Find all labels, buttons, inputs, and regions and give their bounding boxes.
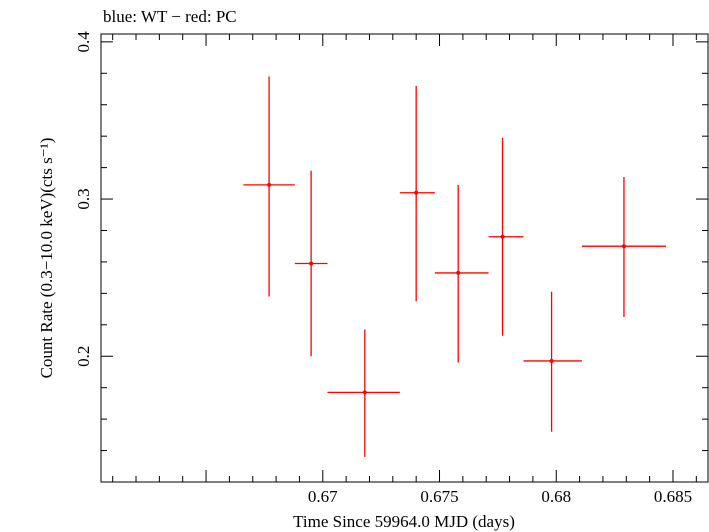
x-tick-label: 0.675	[420, 487, 458, 506]
data-point	[456, 270, 461, 275]
data-point	[414, 190, 419, 195]
data-point	[549, 358, 554, 363]
y-tick-label: 0.3	[74, 188, 93, 209]
y-axis-label: Count Rate (0.3−10.0 keV)(cts s⁻¹)	[37, 138, 56, 379]
data-point	[500, 234, 505, 239]
x-axis-ticks: 0.67 0.675 0.68 0.685	[112, 34, 697, 506]
data-point	[309, 261, 314, 266]
chart-title: blue: WT − red: PC	[103, 7, 237, 26]
x-axis-label: Time Since 59964.0 MJD (days)	[293, 512, 515, 531]
data-point	[267, 182, 272, 187]
series-pc	[243, 76, 666, 457]
data-point	[621, 244, 626, 249]
y-tick-label: 0.4	[74, 31, 93, 53]
x-tick-label: 0.685	[654, 487, 692, 506]
y-tick-label: 0.2	[74, 346, 93, 367]
plot-frame	[100, 33, 709, 483]
x-tick-label: 0.68	[541, 487, 571, 506]
data-point	[362, 390, 367, 395]
x-tick-label: 0.67	[308, 487, 338, 506]
y-axis-ticks: 0.2 0.3 0.4	[74, 31, 708, 483]
